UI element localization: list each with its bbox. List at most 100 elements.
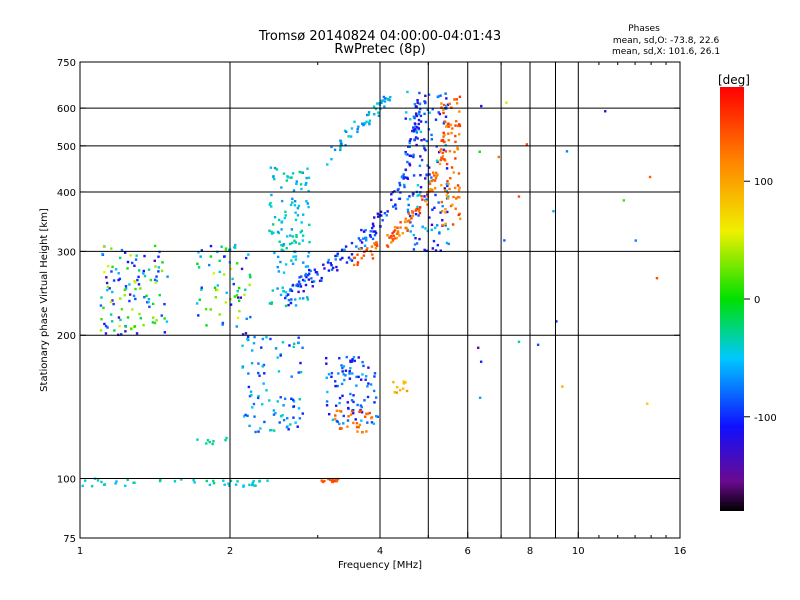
data-point	[320, 279, 323, 282]
data-point	[335, 479, 339, 482]
data-point	[430, 133, 433, 137]
data-point	[435, 145, 438, 148]
data-point	[364, 237, 368, 240]
data-point	[406, 229, 409, 233]
data-point	[346, 419, 350, 422]
data-point	[265, 336, 268, 339]
data-point	[282, 418, 286, 422]
data-point	[284, 296, 287, 300]
data-point	[113, 329, 116, 332]
data-point	[445, 104, 448, 108]
data-point	[283, 216, 287, 220]
data-point	[455, 102, 459, 105]
data-point	[409, 230, 412, 233]
data-point	[279, 260, 282, 264]
data-point	[452, 171, 456, 174]
data-point	[143, 254, 146, 258]
data-point	[285, 425, 289, 429]
data-point	[236, 296, 240, 299]
data-point	[273, 177, 276, 181]
data-point	[296, 425, 299, 428]
data-point	[276, 400, 279, 403]
data-point	[302, 297, 305, 300]
data-point	[355, 375, 358, 379]
data-point	[248, 273, 252, 277]
data-point	[412, 192, 415, 196]
data-point	[429, 188, 432, 191]
data-point	[270, 301, 274, 304]
data-point	[359, 404, 363, 407]
data-point	[100, 296, 103, 299]
data-point	[455, 98, 458, 101]
data-point	[369, 235, 373, 239]
data-point	[106, 326, 109, 329]
data-point	[353, 359, 356, 363]
data-point	[330, 372, 334, 375]
data-point	[215, 288, 218, 292]
data-point	[411, 194, 415, 197]
data-point	[199, 255, 202, 258]
data-point	[375, 241, 378, 244]
data-point	[395, 391, 398, 394]
data-point	[411, 210, 414, 213]
data-point	[301, 412, 304, 415]
data-point	[290, 228, 294, 231]
data-point	[342, 422, 345, 425]
data-point	[414, 136, 418, 139]
data-point	[124, 285, 128, 288]
data-point	[386, 245, 390, 248]
data-point	[123, 288, 127, 292]
data-point	[214, 296, 218, 299]
data-point	[370, 226, 374, 230]
data-point	[133, 481, 136, 484]
data-point	[352, 355, 356, 359]
data-point	[307, 205, 310, 209]
data-point	[456, 184, 460, 187]
data-point	[270, 428, 273, 432]
data-point	[380, 101, 383, 104]
data-point	[435, 174, 438, 177]
data-point	[353, 120, 356, 124]
data-point	[311, 280, 314, 284]
colorbar-tick-label: 0	[754, 295, 760, 306]
data-point	[260, 403, 264, 406]
data-point	[279, 396, 282, 399]
data-point	[212, 479, 215, 483]
data-point	[392, 205, 395, 208]
data-point	[445, 97, 448, 100]
data-point	[249, 275, 252, 279]
data-point	[244, 413, 247, 417]
data-point	[100, 480, 103, 484]
data-point	[352, 263, 356, 267]
data-point	[404, 152, 408, 156]
data-point	[293, 200, 297, 203]
data-point	[120, 308, 124, 311]
data-point	[253, 484, 256, 487]
data-point	[348, 370, 351, 373]
data-point	[357, 356, 360, 359]
data-point	[442, 108, 445, 112]
data-point	[440, 184, 443, 187]
data-point	[236, 316, 240, 320]
data-point	[193, 481, 196, 484]
data-point	[296, 214, 300, 217]
data-point	[361, 373, 364, 376]
data-point	[307, 272, 311, 275]
x-axis-ticks: 1 2 4 6 8 10 16	[77, 62, 686, 557]
data-point	[297, 371, 300, 374]
data-point	[503, 239, 506, 242]
data-point	[424, 94, 427, 98]
data-point	[313, 268, 317, 271]
data-point	[235, 294, 239, 297]
data-point	[414, 129, 418, 132]
data-point	[103, 483, 106, 486]
data-point	[151, 302, 155, 306]
data-point	[451, 203, 454, 207]
data-point	[218, 259, 221, 263]
data-point	[336, 477, 340, 481]
data-point	[227, 482, 230, 485]
data-point	[329, 478, 332, 482]
y-tick-label: 75	[63, 534, 76, 545]
data-point	[224, 247, 228, 250]
data-point	[105, 276, 108, 279]
